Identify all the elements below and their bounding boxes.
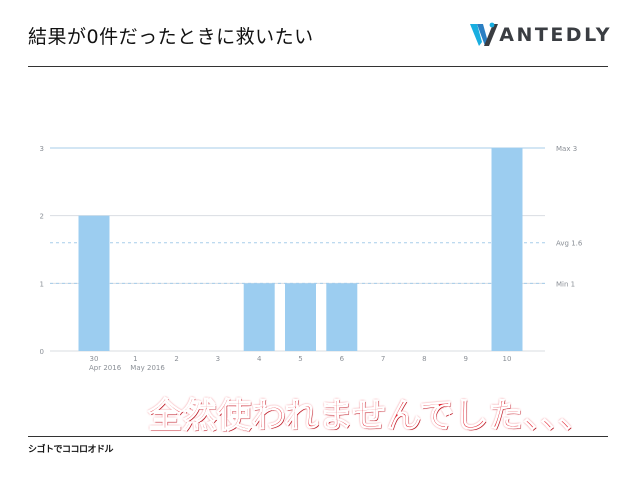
x-tick-label: 8 xyxy=(422,355,426,363)
bar xyxy=(243,283,275,351)
y-tick-label: 0 xyxy=(40,348,44,356)
y-tick-label: 2 xyxy=(40,213,44,221)
bar xyxy=(491,148,523,351)
x-tick-sublabel: Apr 2016 xyxy=(89,364,122,372)
x-tick-label: 10 xyxy=(503,355,512,363)
y-tick-label: 3 xyxy=(40,145,44,153)
reference-line-label: Avg 1.6 xyxy=(556,240,583,248)
brand-name: ANTEDLY xyxy=(499,24,612,46)
x-tick-label: 9 xyxy=(463,355,467,363)
x-tick-label: 5 xyxy=(298,355,302,363)
y-tick-label: 1 xyxy=(40,280,44,288)
title-divider xyxy=(28,66,608,67)
x-tick-label: 1 xyxy=(133,355,137,363)
slide-title: 結果が0件だったときに救いたい xyxy=(28,26,314,48)
callout-text: 全然使われませんでした、、、 xyxy=(147,395,593,436)
x-tick-label: 30 xyxy=(90,355,99,363)
bar xyxy=(326,283,358,351)
x-tick-label: 7 xyxy=(381,355,385,363)
bar xyxy=(78,215,110,351)
x-tick-sublabel: May 2016 xyxy=(130,364,165,372)
x-tick-label: 3 xyxy=(216,355,220,363)
footer-divider xyxy=(28,436,608,437)
reference-line-label: Min 1 xyxy=(556,280,575,288)
x-tick-label: 6 xyxy=(340,355,345,363)
footer-logo: シゴトでココロオドル xyxy=(28,445,114,455)
wantedly-w-icon xyxy=(470,22,499,46)
bar xyxy=(285,283,316,351)
reference-line-label: Max 3 xyxy=(556,145,577,153)
brand-logo: ANTEDLY xyxy=(470,22,612,48)
x-tick-label: 4 xyxy=(257,355,262,363)
x-tick-label: 2 xyxy=(174,355,178,363)
